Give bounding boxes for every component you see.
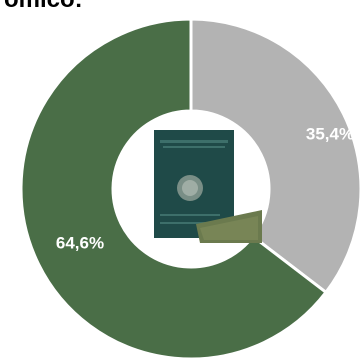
passport-document-icon: [154, 130, 262, 243]
donut-slices: [19, 17, 362, 361]
slice-labels: 35,4% 64,6%: [56, 124, 354, 252]
slice-label: 35,4%: [306, 124, 354, 143]
slice-label: 64,6%: [56, 233, 104, 252]
chart-title-fragment: omico:: [4, 0, 83, 14]
donut-slice: [19, 17, 329, 361]
donut-slice: [189, 17, 362, 295]
